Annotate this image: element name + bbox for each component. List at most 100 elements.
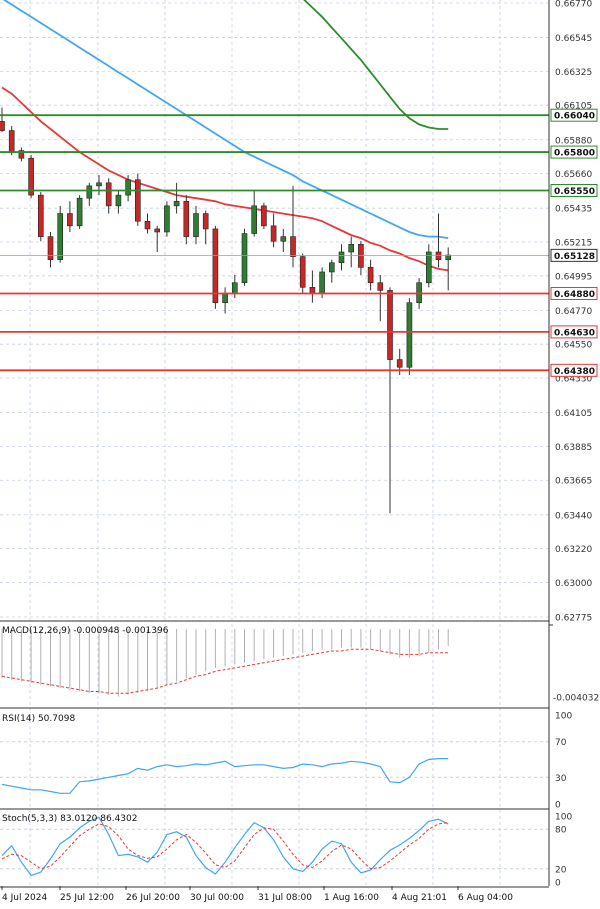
x-axis-label: 25 Jul 12:00 — [60, 893, 114, 903]
candle-bear — [435, 251, 442, 260]
price-tick-label: 0.66105 — [555, 102, 592, 112]
moving-average-line — [2, 0, 449, 239]
price-tick-label: 0.63220 — [555, 545, 592, 555]
rsi-tick-label: 100 — [555, 712, 572, 722]
candle-bear — [0, 121, 5, 131]
candle-bear — [154, 228, 160, 233]
x-axis-label: 6 Aug 04:00 — [458, 893, 513, 903]
price-tick-label: 0.65435 — [555, 205, 592, 215]
price-tick-label: 0.63440 — [555, 511, 592, 521]
candle-bull — [251, 205, 257, 234]
stoch-d-line — [1, 822, 449, 870]
x-axis-label: 4 Aug 21:01 — [392, 893, 447, 903]
stoch-tick-label: 100 — [555, 813, 572, 823]
resistance-level-label: 0.65800 — [554, 149, 595, 159]
support-level-label: 0.64880 — [554, 290, 595, 300]
macd-panel: MACD(12,26,9) -0.000948 -0.001396 — [1, 626, 449, 697]
candle-bear — [47, 236, 54, 260]
support-level-label: 0.64380 — [554, 367, 595, 377]
price-tick-label: 0.65880 — [555, 136, 592, 146]
candle-bear — [67, 213, 73, 227]
stoch-label: Stoch(5,3,3) 83.0120 86.4302 — [2, 814, 137, 824]
price-tick-label: 0.66545 — [555, 34, 592, 44]
candle-bull — [348, 243, 355, 253]
price-tick-label: 0.62775 — [555, 614, 592, 624]
candle-bear — [212, 228, 219, 303]
candle-bull — [328, 262, 335, 273]
resistance-level-box — [550, 108, 598, 122]
moving-average-line — [1, 86, 449, 272]
candle-bear — [377, 282, 384, 291]
resistance-level-box — [550, 184, 598, 198]
current-price-box — [550, 248, 598, 262]
candle-bull — [173, 200, 180, 207]
price-tick-label: 0.66325 — [555, 68, 592, 78]
macd-signal-line — [1, 648, 449, 694]
candle-bear — [299, 256, 306, 288]
candle-bull — [76, 197, 83, 227]
x-axis-label: 4 Jul 2024 — [2, 893, 47, 903]
stoch-tick-label: 0 — [555, 879, 561, 889]
candle-bear — [396, 359, 403, 368]
candle-bull — [57, 213, 64, 260]
support-level-box — [550, 325, 598, 339]
candle-bull — [164, 205, 170, 233]
stoch-tick-label: 20 — [555, 865, 567, 875]
candle-bear — [105, 182, 112, 207]
price-tick-label: 0.65215 — [555, 238, 592, 248]
stochastic-panel: Stoch(5,3,3) 83.0120 86.4302 — [0, 814, 549, 877]
candle-bear — [367, 267, 374, 284]
candle-bear — [18, 150, 25, 159]
candle-bull — [425, 251, 432, 284]
price-tick-label: 0.64330 — [555, 375, 592, 385]
support-level-box — [550, 363, 598, 377]
candle-bear — [144, 220, 151, 230]
price-tick-label: 0.64550 — [555, 341, 592, 351]
candle-bull — [222, 293, 228, 303]
resistance-level-box — [550, 145, 598, 159]
candle-bull — [86, 185, 93, 199]
candle-bull — [125, 179, 131, 196]
price-tick-label: 0.66770 — [555, 0, 592, 10]
rsi-tick-label: 70 — [555, 738, 567, 748]
x-axis-label: 31 Jul 08:00 — [258, 893, 312, 903]
candle-bear — [183, 200, 190, 237]
price-tick-label: 0.65660 — [555, 170, 592, 180]
candle-bull — [338, 251, 345, 264]
candle-bear — [309, 287, 316, 294]
price-tick-label: 0.64770 — [555, 307, 592, 317]
candle-bear — [261, 205, 267, 227]
candle-bull — [280, 236, 287, 242]
current-price-label: 0.65128 — [554, 252, 595, 262]
rsi-label: RSI(14) 50.7098 — [2, 714, 75, 724]
price-tick-label: 0.63665 — [555, 477, 592, 487]
candle-bear — [135, 179, 141, 222]
gridlines — [0, 0, 549, 886]
macd-tick-label: -0.004032 — [553, 694, 599, 704]
support-level-label: 0.64630 — [554, 328, 595, 338]
candle-bear — [8, 130, 15, 153]
price-tick-label: 0.63885 — [555, 443, 592, 453]
candle-bull — [115, 194, 122, 207]
x-axis-label: 1 Aug 16:00 — [324, 893, 379, 903]
stoch-tick-label: 80 — [555, 826, 567, 836]
candle-bear — [270, 225, 277, 242]
candle-bull — [193, 213, 199, 237]
candle-bear — [28, 157, 34, 196]
price-tick-label: 0.63000 — [555, 579, 592, 589]
candle-bear — [202, 213, 209, 230]
x-axis-label: 26 Jul 20:00 — [126, 893, 180, 903]
resistance-level-label: 0.66040 — [554, 112, 595, 122]
price-tick-label: 0.64995 — [555, 272, 592, 282]
price-tick-label: 0.64105 — [555, 409, 592, 419]
candle-bear — [37, 194, 44, 237]
candle-bear — [290, 236, 296, 257]
macd-label: MACD(12,26,9) -0.000948 -0.001396 — [2, 626, 169, 636]
candle-bull — [232, 282, 238, 294]
candle-bull — [406, 302, 413, 368]
resistance-level-label: 0.65550 — [554, 187, 595, 197]
candle-bull — [96, 182, 102, 187]
candle-bull — [241, 233, 248, 284]
